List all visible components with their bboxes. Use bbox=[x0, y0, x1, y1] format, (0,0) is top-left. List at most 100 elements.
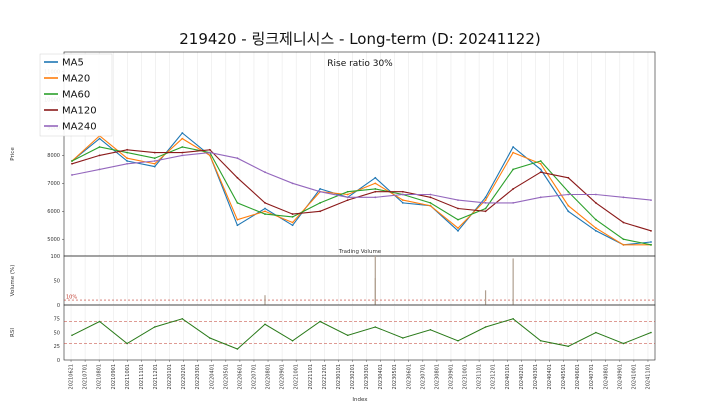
data-point-ma20 bbox=[484, 199, 487, 202]
data-point-ma20 bbox=[208, 154, 211, 157]
price-ytick-label: 6000 bbox=[47, 209, 60, 215]
data-point-ma240 bbox=[650, 199, 652, 202]
data-point-ma60 bbox=[567, 190, 570, 193]
rsi-point bbox=[512, 317, 514, 320]
x-tick-label: 20210901 bbox=[111, 364, 117, 389]
price-ytick-label: 8000 bbox=[47, 153, 60, 159]
price-panel-frame bbox=[63, 51, 656, 257]
volume-ytick-label: 100 bbox=[50, 254, 60, 260]
rsi-line bbox=[71, 318, 652, 350]
data-point-ma60 bbox=[98, 146, 101, 148]
data-point-ma120 bbox=[429, 196, 432, 199]
x-tick-label: 20221201 bbox=[322, 364, 328, 389]
data-point-ma120 bbox=[622, 221, 625, 224]
data-point-ma20 bbox=[622, 243, 625, 246]
x-tick-label: 20231201 bbox=[491, 364, 497, 389]
data-point-ma240 bbox=[457, 199, 459, 202]
x-axis: 20210621 20210701 20210801 20210901 20211001… bbox=[69, 360, 651, 403]
data-point-ma60 bbox=[153, 157, 156, 160]
x-tick-label: 20240401 bbox=[547, 364, 553, 389]
data-point-ma20 bbox=[291, 221, 294, 224]
data-point-ma240 bbox=[374, 196, 377, 199]
data-point-ma240 bbox=[181, 154, 184, 157]
data-point-ma20 bbox=[594, 227, 597, 229]
data-point-ma60 bbox=[264, 213, 266, 215]
rsi-point bbox=[429, 328, 432, 331]
rsi-ytick-label: 0 bbox=[57, 358, 60, 364]
data-point-ma60 bbox=[484, 207, 487, 210]
rsi-point bbox=[650, 331, 652, 334]
x-tick-label: 20220501 bbox=[223, 364, 229, 389]
rsi-point bbox=[181, 317, 184, 320]
x-tick-label: 20220101 bbox=[167, 364, 173, 389]
volume-bar bbox=[374, 278, 376, 305]
x-tick-label: 20240201 bbox=[519, 364, 525, 389]
data-point-ma20 bbox=[126, 157, 129, 160]
x-tick-label: 20220801 bbox=[266, 364, 272, 389]
data-point-ma20 bbox=[539, 162, 542, 165]
data-point-ma60 bbox=[291, 215, 294, 218]
x-tick-label: 20220701 bbox=[251, 364, 257, 389]
data-point-ma120 bbox=[374, 190, 377, 193]
x-tick-label: 20240601 bbox=[575, 364, 581, 389]
data-point-ma240 bbox=[622, 196, 625, 199]
volume-panel-frame bbox=[63, 255, 656, 306]
data-point-ma120 bbox=[153, 151, 156, 154]
data-point-ma240 bbox=[594, 193, 597, 196]
data-point-ma20 bbox=[429, 204, 432, 207]
data-point-ma5 bbox=[264, 207, 266, 210]
data-point-ma60 bbox=[429, 202, 432, 204]
data-point-ma5 bbox=[650, 241, 652, 243]
data-point-ma5 bbox=[374, 176, 377, 179]
rsi-point bbox=[264, 323, 266, 326]
data-point-ma120 bbox=[457, 207, 459, 210]
data-point-ma120 bbox=[594, 202, 597, 204]
data-point-ma20 bbox=[264, 210, 266, 213]
data-point-ma5 bbox=[153, 165, 156, 168]
rsi-ytick-label: 25 bbox=[54, 344, 60, 350]
rsi-panel-frame bbox=[63, 304, 656, 361]
legend: MA5 MA20 MA60 MA120 MA240 bbox=[39, 53, 113, 137]
x-tick-label: 20220201 bbox=[181, 364, 187, 389]
rsi-point bbox=[595, 331, 597, 334]
price-ytick-label: 7000 bbox=[47, 181, 60, 187]
data-point-ma5 bbox=[126, 160, 129, 162]
data-point-ma120 bbox=[401, 190, 404, 193]
x-tick-label: 20240801 bbox=[603, 364, 609, 389]
data-point-ma20 bbox=[374, 182, 377, 185]
data-point-ma5 bbox=[319, 188, 322, 190]
data-point-ma5 bbox=[98, 137, 101, 140]
data-point-ma60 bbox=[71, 160, 73, 162]
series-line-ma120 bbox=[71, 149, 652, 232]
data-point-ma20 bbox=[457, 227, 459, 229]
rsi-ytick-label: 50 bbox=[54, 330, 60, 336]
data-point-ma120 bbox=[98, 154, 101, 157]
data-point-ma240 bbox=[126, 162, 129, 165]
data-point-ma60 bbox=[319, 202, 322, 204]
data-point-ma120 bbox=[208, 148, 211, 151]
data-point-ma5 bbox=[291, 224, 294, 227]
rsi-point bbox=[291, 339, 294, 342]
x-tick-label: 20220901 bbox=[280, 364, 286, 389]
x-tick-label: 20230401 bbox=[378, 364, 384, 389]
x-tick-label: 20230601 bbox=[406, 364, 412, 389]
x-tick-label: 20230901 bbox=[448, 364, 454, 389]
data-point-ma240 bbox=[429, 193, 432, 196]
volume-ylabel: Volume (%) bbox=[10, 265, 16, 297]
legend-label-ma60: MA60 bbox=[62, 90, 90, 101]
x-tick-label: 20240901 bbox=[617, 364, 623, 389]
rsi-ytick-label: 75 bbox=[54, 317, 60, 323]
data-point-ma240 bbox=[208, 151, 211, 154]
x-tick-label: 20221101 bbox=[308, 364, 314, 389]
x-tick-label: 20230701 bbox=[420, 364, 426, 389]
data-point-ma240 bbox=[539, 196, 542, 199]
rsi-point bbox=[153, 326, 156, 328]
data-point-ma20 bbox=[236, 218, 239, 221]
price-ylabel: Price bbox=[10, 147, 16, 161]
data-point-ma5 bbox=[539, 168, 542, 171]
legend-label-ma120: MA120 bbox=[62, 106, 97, 117]
data-point-ma5 bbox=[567, 210, 570, 213]
rsi-point bbox=[567, 345, 570, 348]
price-panel: 500060007000800090001000011000PriceRise … bbox=[10, 51, 656, 257]
